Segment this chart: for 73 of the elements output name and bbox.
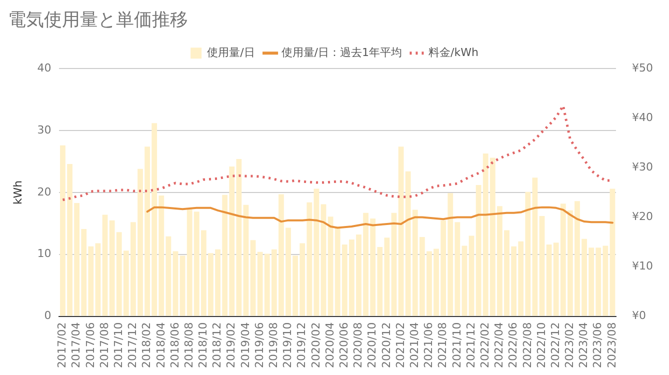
x-tick-label: 2019/08	[267, 322, 280, 368]
y-tick-label: 0	[44, 309, 52, 322]
y-tick-label: 20	[37, 185, 52, 198]
y-tick-label: 40	[37, 61, 52, 74]
x-tick-label: 2019/12	[295, 322, 308, 368]
x-tick-label: 2019/10	[281, 322, 294, 368]
x-tick-label: 2021/04	[408, 322, 421, 368]
x-tick-label: 2017/10	[112, 322, 125, 368]
x-tick-label: 2017/02	[56, 322, 69, 368]
x-tick-label: 2018/04	[154, 322, 168, 368]
bar	[532, 178, 538, 316]
x-tick-label: 2022/04	[492, 322, 506, 368]
chart-title: 電気使用量と単価推移	[8, 9, 188, 30]
x-tick-label: 2021/12	[464, 322, 478, 368]
legend-label: 使用量/日	[207, 46, 255, 59]
x-tick-label: 2022/06	[506, 322, 520, 368]
x-tick-label: 2020/04	[323, 322, 336, 368]
bar	[320, 204, 326, 316]
bar	[314, 188, 320, 316]
y2-tick-label: ¥40	[632, 111, 654, 124]
x-tick-label: 2022/02	[478, 322, 492, 368]
bar	[398, 146, 404, 316]
x-tick-label: 2018/12	[210, 322, 224, 368]
x-tick-label: 2022/08	[520, 322, 534, 368]
x-tick-label: 2020/06	[338, 322, 351, 368]
x-tick-label: 2023/02	[563, 322, 576, 368]
y2-tick-label: ¥30	[632, 160, 654, 174]
x-tick-label: 2017/12	[126, 322, 140, 368]
bar	[539, 216, 545, 316]
y2-tick-label: ¥50	[632, 61, 654, 74]
x-tick-label: 2018/06	[168, 322, 182, 368]
x-tick-label: 2018/02	[140, 322, 154, 368]
bar	[546, 244, 552, 316]
x-tick-label: 2020/10	[366, 322, 379, 368]
x-tick-label: 2023/04	[577, 322, 590, 368]
bar	[328, 216, 334, 316]
y-tick-label: 30	[37, 123, 52, 136]
x-tick-label: 2021/08	[436, 322, 450, 368]
x-tick-label: 2019/04	[238, 322, 252, 368]
bar	[95, 243, 101, 316]
x-tick-label: 2017/06	[84, 322, 97, 368]
bar	[468, 236, 474, 316]
bar	[180, 256, 186, 316]
y2-tick-label: ¥20	[632, 210, 654, 224]
bar	[243, 204, 249, 316]
y2-tick-label: ¥10	[632, 260, 654, 273]
x-tick-label: 2020/12	[380, 322, 393, 368]
legend-label: 料金/kWh	[428, 46, 478, 59]
x-tick-label: 2023/08	[605, 322, 618, 368]
x-tick-label: 2018/08	[182, 322, 196, 368]
y-axis-title: kWh	[11, 180, 24, 205]
x-tick-label: 2020/08	[352, 322, 365, 368]
x-tick-label: 2021/06	[422, 322, 436, 368]
x-tick-label: 2017/08	[98, 322, 111, 368]
x-tick-label: 2022/10	[534, 322, 548, 368]
x-tick-label: 2017/04	[70, 322, 83, 368]
bar	[250, 240, 256, 316]
bar	[102, 214, 108, 316]
x-tick-label: 2019/02	[224, 322, 238, 368]
bar	[610, 188, 616, 316]
x-tick-label: 2020/02	[309, 322, 322, 368]
bar	[172, 251, 178, 316]
x-tick-label: 2019/06	[252, 322, 266, 368]
legend-label: 使用量/日：過去1年平均	[281, 46, 402, 59]
bar	[462, 246, 468, 316]
x-tick-label: 2018/10	[196, 322, 210, 368]
x-tick-label: 2022/12	[548, 322, 562, 368]
x-tick-label: 2021/02	[394, 322, 407, 368]
y-tick-label: 10	[37, 247, 52, 260]
x-tick-label: 2021/10	[450, 322, 464, 368]
x-tick-label: 2023/06	[591, 322, 604, 368]
y2-tick-label: ¥0	[632, 309, 646, 322]
bar	[391, 212, 397, 316]
